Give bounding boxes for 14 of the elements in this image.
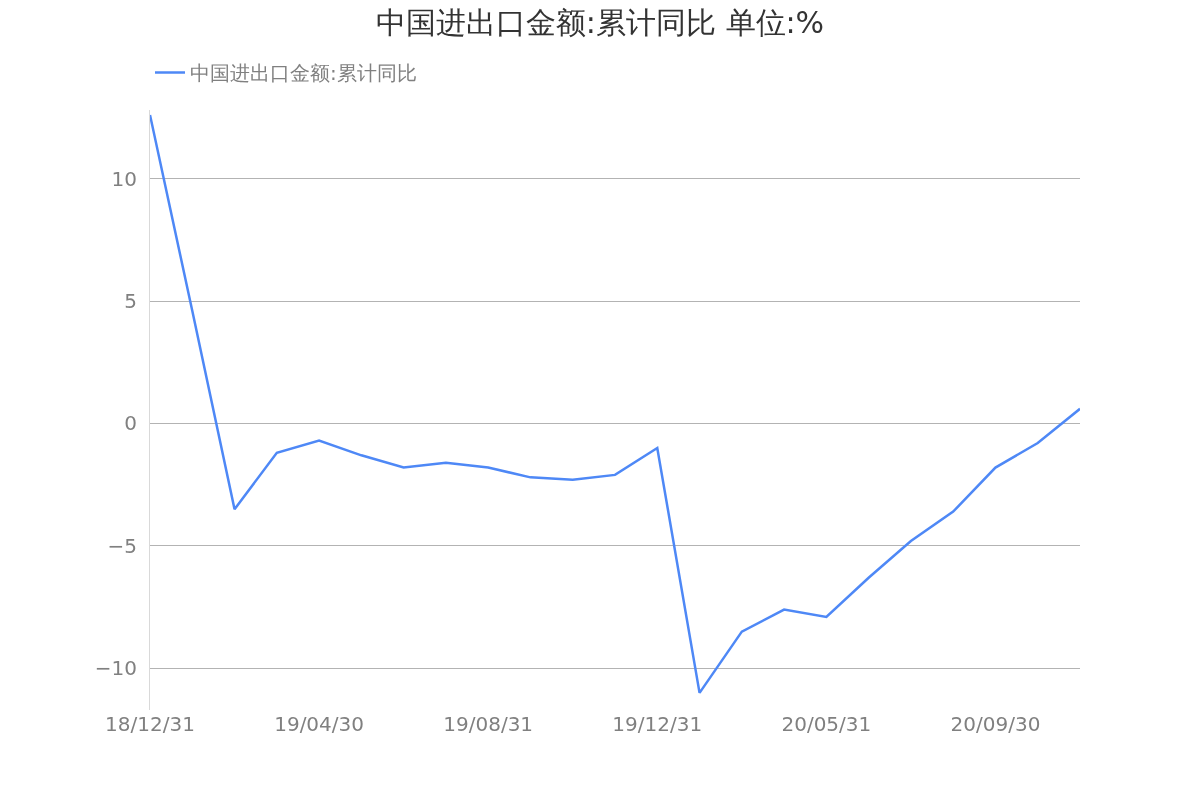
y-tick-label: −5 — [107, 533, 137, 558]
line-series — [150, 113, 1080, 695]
x-tick-label: 19/04/30 — [274, 712, 364, 736]
y-tick-label: 0 — [124, 411, 137, 436]
chart-title: 中国进出口金额:累计同比 单位:% — [375, 5, 825, 40]
y-tick-label: 10 — [111, 166, 137, 191]
y-tick-label: −10 — [94, 656, 137, 681]
x-tick-label: 20/09/30 — [950, 712, 1041, 736]
x-tick-label: 20/05/31 — [781, 712, 872, 736]
y-tick-label: 5 — [124, 289, 137, 314]
legend-label: 中国进出口金额:累计同比 — [190, 61, 417, 86]
x-tick-label: 18/12/31 — [105, 712, 195, 736]
x-tick-label: 19/12/31 — [612, 712, 703, 736]
x-tick-label: 19/08/31 — [443, 712, 534, 736]
